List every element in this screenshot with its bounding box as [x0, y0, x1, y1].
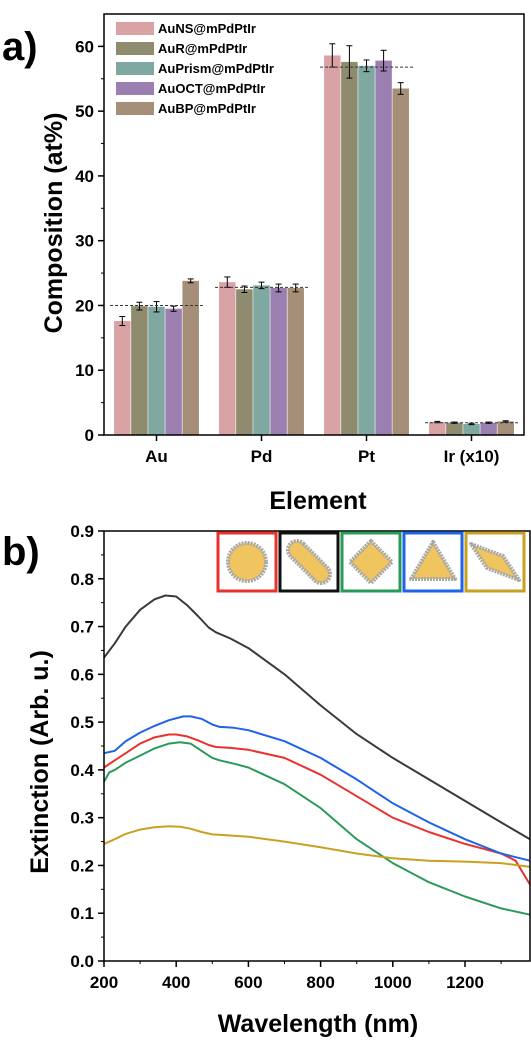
legend-swatch — [116, 102, 154, 115]
rod-shape — [285, 538, 333, 586]
bar — [131, 306, 148, 435]
y-tick-label: 0.3 — [70, 809, 94, 828]
y-tick-label: 10 — [75, 361, 94, 380]
panel-b-y-axis-title: Extinction (Arb. u.) — [26, 650, 54, 874]
spectrum-line — [103, 733, 531, 886]
y-tick-label: 0.6 — [70, 665, 94, 684]
x-tick-label: Ir (x10) — [444, 447, 500, 466]
legend-label: AuOCT@mPdPtIr — [158, 81, 265, 96]
legend-swatch — [116, 42, 154, 55]
y-tick-label: 60 — [75, 37, 94, 56]
y-tick-label: 0.8 — [70, 570, 94, 589]
y-tick-label: 0.1 — [70, 904, 94, 923]
bar — [341, 61, 358, 435]
bar — [375, 60, 392, 435]
x-tick-label: 200 — [90, 973, 118, 992]
spectrum-line — [103, 715, 531, 862]
bar — [219, 282, 236, 435]
legend-label: AuPrism@mPdPtIr — [158, 61, 274, 76]
x-tick-label: 400 — [162, 973, 190, 992]
octahedron-icon — [340, 531, 402, 593]
sphere-icon — [216, 531, 278, 593]
bar — [392, 88, 409, 435]
y-tick-label: 0.9 — [70, 522, 94, 541]
legend-swatch — [116, 22, 154, 35]
spectrum-line — [103, 825, 531, 868]
bar — [236, 289, 253, 435]
panel-a-x-axis-title: Element — [269, 487, 367, 515]
x-tick-label: 1200 — [446, 973, 484, 992]
plot-frame — [103, 530, 531, 962]
x-tick-label: Pt — [358, 447, 375, 466]
bar — [165, 308, 182, 435]
bar — [480, 422, 497, 435]
panel-a-label: a) — [2, 25, 38, 69]
plot-frame — [103, 13, 525, 436]
y-tick-label: 0 — [85, 426, 94, 445]
bar — [497, 421, 514, 435]
legend-label: AuR@mPdPtIr — [158, 41, 247, 56]
spectrum-line — [103, 594, 531, 841]
panel-a-y-axis-title: Composition (at%) — [40, 113, 68, 334]
prism-shape — [409, 540, 457, 581]
legend-swatch — [116, 82, 154, 95]
bar-chart-panel-a: Au Pd Pt Ir (x10) 0 10 20 30 40 50 60 AuNS@mPdPtIr A… — [75, 13, 525, 466]
y-tick-label: 20 — [75, 296, 94, 315]
x-tick-label: 800 — [306, 973, 334, 992]
bar — [114, 321, 131, 435]
x-tick-label: Pd — [251, 447, 273, 466]
panel-b-label: b) — [2, 530, 40, 574]
y-tick-label: 0.0 — [70, 952, 94, 971]
y-tick-label: 0.7 — [70, 618, 94, 637]
y-tick-label: 0.2 — [70, 856, 94, 875]
legend-label: AuNS@mPdPtIr — [158, 21, 256, 36]
bar — [446, 422, 463, 435]
rod-icon — [278, 531, 340, 593]
bar — [253, 285, 270, 435]
bar — [287, 287, 304, 435]
bar — [324, 55, 341, 436]
y-tick-label: 0.5 — [70, 713, 94, 732]
y-tick-label: 50 — [75, 102, 94, 121]
bipyramid-shape — [469, 542, 521, 582]
bar — [429, 422, 446, 435]
x-tick-label: Au — [145, 447, 168, 466]
bar — [270, 287, 287, 435]
legend-label: AuBP@mPdPtIr — [158, 101, 256, 116]
x-tick-label: 600 — [234, 973, 262, 992]
spectrum-line — [103, 741, 531, 916]
line-chart-panel-b: 200 400 600 800 1000 1200 0.0 0.1 0.2 0.3 0.4 0.5 0.… — [70, 522, 531, 992]
bar — [463, 423, 480, 435]
bar — [148, 306, 165, 435]
panel-b-x-axis-title: Wavelength (nm) — [218, 1010, 418, 1038]
y-tick-label: 0.4 — [70, 761, 94, 780]
bipyramid-icon — [464, 531, 526, 593]
sphere-shape — [226, 541, 268, 583]
octahedron-shape — [348, 539, 394, 585]
legend-swatch — [116, 62, 154, 75]
y-tick-label: 40 — [75, 167, 94, 186]
prism-icon — [402, 531, 464, 593]
bar — [182, 280, 199, 435]
y-tick-label: 30 — [75, 232, 94, 251]
x-tick-label: 1000 — [374, 973, 412, 992]
bar — [358, 65, 375, 436]
